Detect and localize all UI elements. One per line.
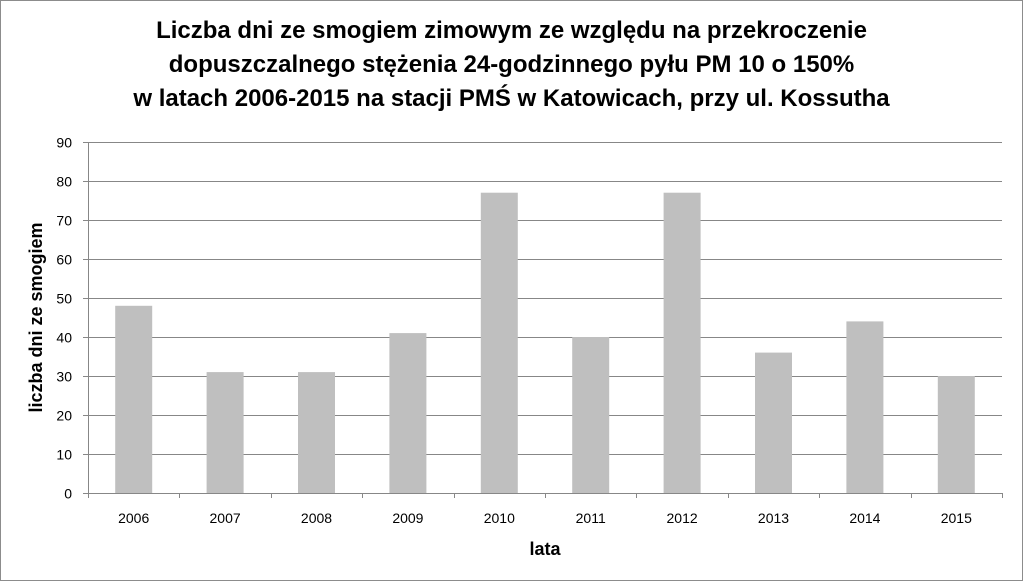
x-tick-label: 2007 [210,510,241,526]
x-tick-label: 2010 [484,510,515,526]
bar-2006 [115,305,153,493]
bar-2008 [298,372,335,493]
bars [115,192,975,493]
bar-2009 [389,333,427,493]
y-tick-label: 20 [56,408,72,424]
chart-title: Liczba dni ze smogiem zimowym ze względu… [0,14,1023,116]
y-tick-label: 50 [56,291,72,307]
axes [83,142,1003,498]
y-tick-label: 40 [56,330,72,346]
y-tick-label: 80 [56,174,72,190]
y-tick-label: 90 [56,135,72,151]
chart-title-line-1: Liczba dni ze smogiem zimowym ze względu… [156,17,867,44]
bar-2015 [937,376,975,493]
y-tick-label: 0 [64,486,72,502]
bar-2014 [846,321,884,493]
y-axis-title: liczba dni ze smogiem [26,222,46,412]
bar-2011 [572,337,610,493]
y-tick-label: 60 [56,252,72,268]
bar-2007 [206,372,244,493]
x-tick-label: 2012 [667,510,698,526]
y-tick-labels: 0 10 20 30 40 50 60 70 80 90 [56,135,72,502]
bar-2013 [755,352,792,493]
x-tick-label: 2014 [849,510,880,526]
chart-title-line-2: dopuszczalnego stężenia 24-godzinnego py… [168,51,855,78]
y-tick-label: 10 [56,447,72,463]
x-tick-label: 2006 [118,510,149,526]
y-tick-label: 30 [56,369,72,385]
y-tick-label: 70 [56,213,72,229]
x-tick-label: 2015 [941,510,972,526]
x-axis-title: lata [529,539,561,559]
bar-2010 [480,192,518,493]
x-tick-label: 2008 [301,510,332,526]
x-tick-label: 2013 [758,510,789,526]
bar-2012 [663,192,701,493]
x-tick-label: 2009 [392,510,423,526]
chart-title-line-3: w latach 2006-2015 na stacji PMŚ w Katow… [133,85,890,112]
x-tick-label: 2011 [576,510,606,526]
x-tick-labels: 2006 2007 2008 2009 2010 2011 2012 2013 2014 2015 [118,510,972,526]
